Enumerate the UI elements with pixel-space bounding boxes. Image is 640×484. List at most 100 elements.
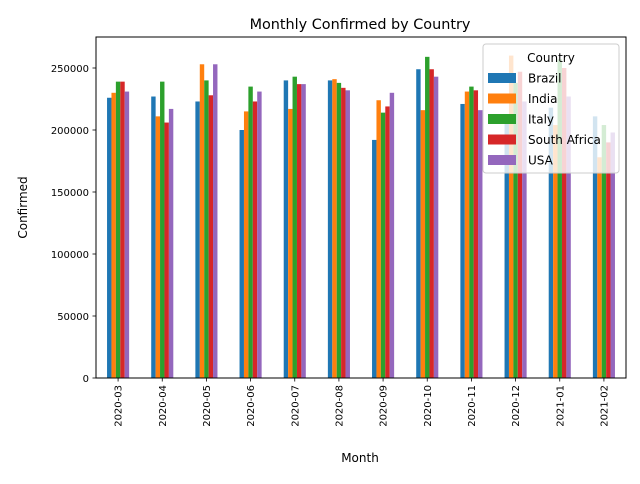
chart-title: Monthly Confirmed by Country	[250, 17, 471, 33]
x-tick-label: 2020-08	[334, 385, 345, 427]
bar	[380, 112, 386, 378]
x-tick-label: 2020-11	[467, 385, 478, 427]
bars-layer	[107, 55, 615, 379]
bar	[548, 107, 554, 379]
bar	[252, 101, 258, 378]
legend-swatch	[488, 134, 516, 145]
bar	[504, 123, 509, 378]
y-tick-label: 50000	[57, 312, 89, 323]
bar	[517, 71, 523, 378]
bar	[115, 81, 121, 378]
bar	[301, 84, 306, 379]
legend-swatch	[488, 93, 516, 104]
bar	[336, 82, 342, 378]
bar	[389, 92, 395, 379]
bar	[425, 56, 430, 379]
legend-label: India	[528, 92, 557, 106]
bar	[296, 84, 302, 379]
bar	[557, 59, 562, 378]
bar	[213, 64, 218, 378]
bar	[124, 91, 130, 378]
legend-label: USA	[528, 154, 554, 168]
x-tick-label: 2021-01	[555, 385, 566, 427]
x-tick-label: 2020-06	[246, 385, 257, 427]
x-tick-label: 2020-09	[379, 385, 390, 427]
x-tick-label: 2020-03	[114, 385, 125, 427]
bar	[345, 90, 350, 378]
y-tick-label: 0	[83, 374, 89, 385]
bar	[160, 81, 165, 378]
bar	[327, 80, 333, 379]
bar	[606, 142, 611, 378]
x-axis-label: Month	[341, 451, 379, 465]
bar	[120, 81, 125, 378]
bar	[469, 86, 474, 378]
bar	[610, 132, 615, 378]
bar	[248, 86, 253, 378]
bar	[566, 96, 571, 379]
bar	[508, 55, 514, 378]
bar	[420, 110, 426, 378]
legend: Country Brazil India Italy South Africa USA	[482, 43, 620, 174]
bar	[561, 68, 567, 378]
bar	[288, 108, 293, 379]
legend-items: Brazil India Italy South Africa USA	[488, 72, 601, 168]
bar	[416, 69, 421, 379]
x-tick-label: 2020-07	[290, 385, 301, 427]
bar	[597, 157, 602, 378]
bar	[155, 116, 161, 379]
bar	[341, 87, 346, 378]
y-tick-label: 200000	[51, 126, 89, 137]
bar	[283, 80, 289, 379]
bar	[513, 82, 518, 378]
bar	[433, 76, 439, 379]
bar	[168, 108, 174, 379]
legend-swatch	[488, 73, 516, 83]
bar	[195, 101, 200, 378]
bar	[429, 69, 434, 379]
bar	[292, 76, 297, 379]
bar	[376, 100, 381, 379]
legend-label: Italy	[528, 113, 554, 127]
bar	[372, 139, 377, 378]
x-tick-label: 2020-05	[202, 385, 213, 427]
y-axis: 0 50000 100000 150000 200000 250000	[51, 64, 96, 385]
bar	[257, 91, 262, 378]
x-tick-label: 2020-12	[511, 385, 522, 427]
legend-label: South Africa	[528, 133, 601, 147]
bar	[111, 92, 116, 379]
y-tick-label: 250000	[51, 64, 89, 75]
y-tick-label: 100000	[51, 250, 89, 261]
bar	[464, 91, 470, 378]
bar	[460, 103, 465, 379]
bar	[239, 130, 244, 378]
y-axis-label: Confirmed	[16, 176, 30, 238]
bar	[553, 125, 558, 378]
x-tick-label: 2020-10	[423, 385, 434, 427]
bar	[601, 125, 607, 378]
bar	[107, 97, 112, 378]
bar	[332, 79, 337, 378]
legend-swatch	[488, 155, 516, 165]
bar	[151, 96, 156, 379]
bar	[522, 101, 527, 378]
x-axis: 2020-03 2020-04 2020-05 2020-06 2020-07 2020-…	[114, 378, 610, 427]
legend-label: Brazil	[528, 72, 562, 86]
plot-frame	[95, 36, 627, 379]
bar	[199, 64, 205, 378]
x-tick-label: 2021-02	[599, 385, 610, 427]
legend-title: Country	[527, 51, 575, 65]
bar	[208, 95, 214, 378]
bar	[204, 80, 209, 379]
legend-swatch	[488, 114, 516, 124]
legend-box	[482, 43, 620, 174]
bar	[385, 106, 390, 378]
bar	[478, 110, 483, 378]
bar	[243, 111, 249, 379]
bar	[592, 116, 598, 379]
bar	[473, 90, 479, 378]
x-tick-label: 2020-04	[158, 385, 169, 427]
y-tick-label: 150000	[51, 188, 89, 199]
bar	[164, 122, 169, 378]
